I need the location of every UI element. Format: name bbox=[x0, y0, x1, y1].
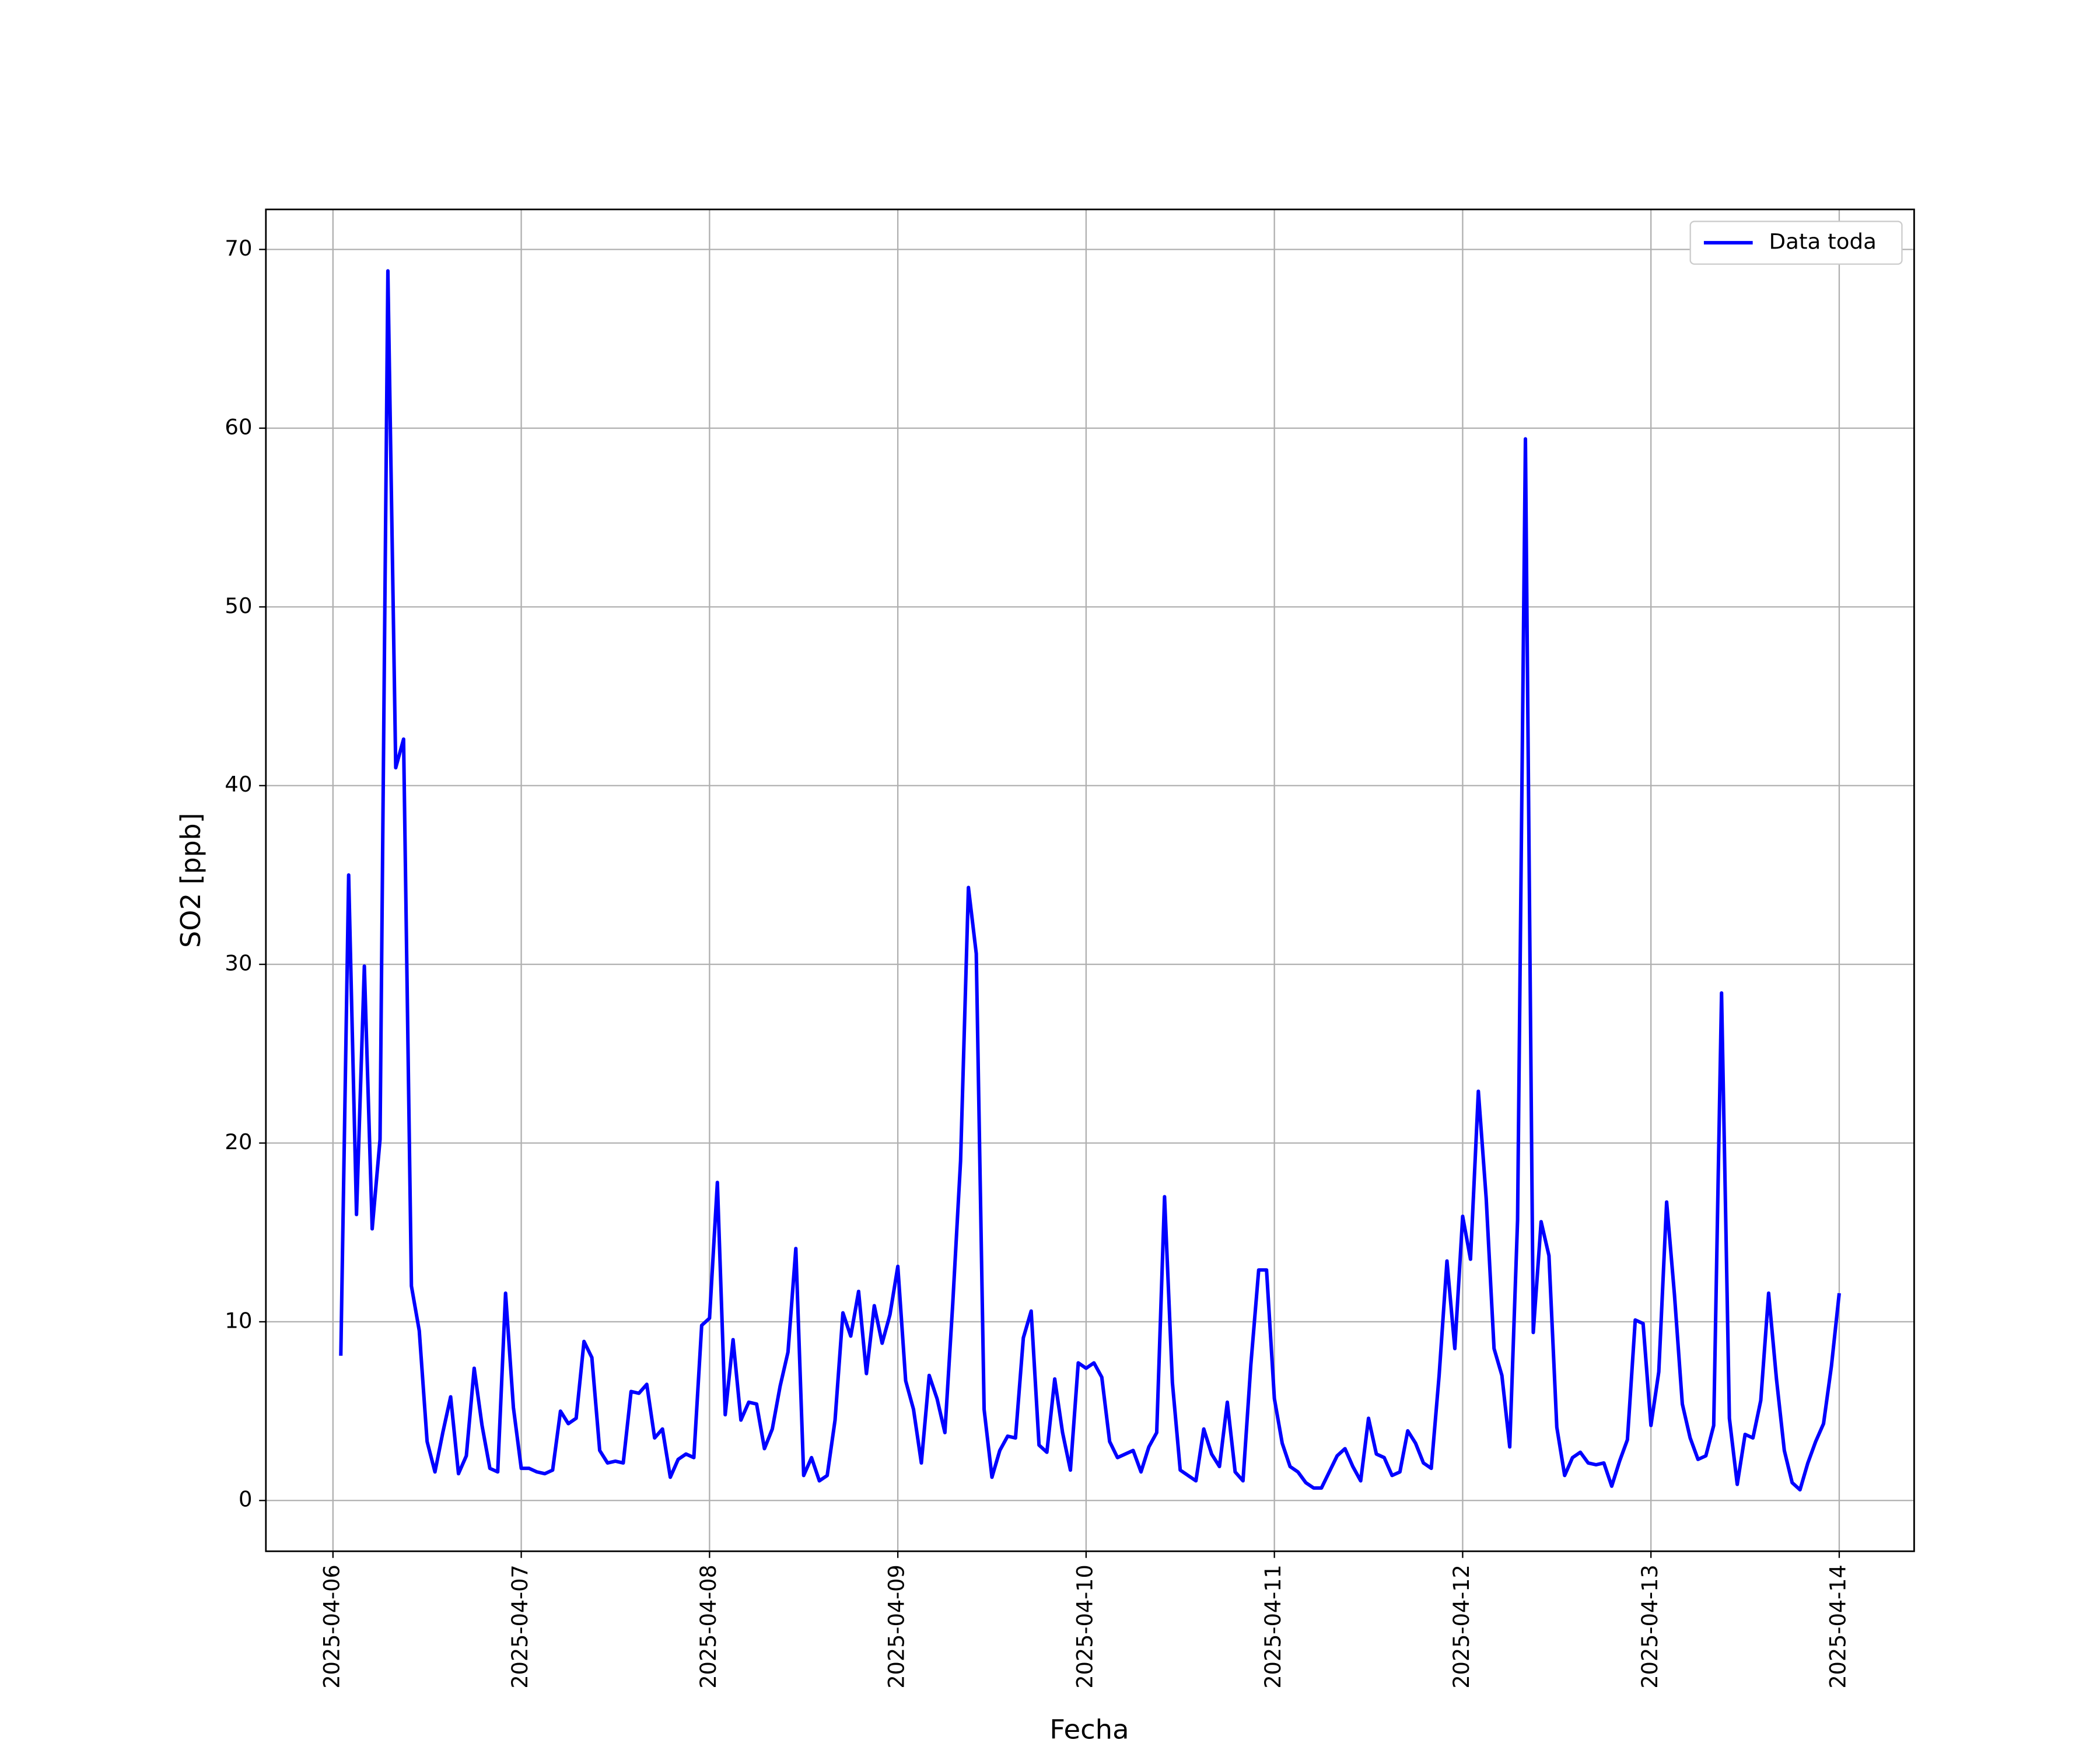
x-tick-label: 2025-04-14 bbox=[1825, 1564, 1850, 1688]
y-tick-label: 20 bbox=[225, 1129, 252, 1154]
legend-box bbox=[1689, 220, 1903, 265]
y-tick-label: 10 bbox=[225, 1308, 252, 1334]
plot-frame bbox=[265, 208, 1915, 1552]
y-tick-label: 60 bbox=[225, 415, 252, 440]
x-tick-label: 2025-04-11 bbox=[1261, 1564, 1286, 1688]
x-tick-label: 2025-04-13 bbox=[1637, 1564, 1662, 1688]
x-tick-label: 2025-04-09 bbox=[884, 1564, 909, 1688]
legend-label: Data toda bbox=[1769, 229, 1877, 254]
y-tick-label: 0 bbox=[239, 1487, 253, 1512]
y-tick-label: 50 bbox=[225, 593, 252, 618]
y-axis-label: SO2 [ppb] bbox=[174, 813, 206, 947]
x-tick-label: 2025-04-10 bbox=[1072, 1564, 1097, 1688]
x-tick-label: 2025-04-12 bbox=[1449, 1564, 1474, 1688]
data-line bbox=[339, 269, 1841, 1492]
legend: Data toda bbox=[1689, 220, 1903, 265]
x-tick-label: 2025-04-08 bbox=[696, 1564, 721, 1688]
x-axis-label: Fecha bbox=[1049, 1714, 1129, 1745]
y-tick-label: 40 bbox=[225, 772, 252, 797]
y-tick-label: 30 bbox=[225, 951, 252, 976]
x-tick-label: 2025-04-07 bbox=[508, 1564, 533, 1688]
x-tick-label: 2025-04-06 bbox=[319, 1564, 344, 1688]
y-tick-label: 70 bbox=[225, 236, 252, 261]
